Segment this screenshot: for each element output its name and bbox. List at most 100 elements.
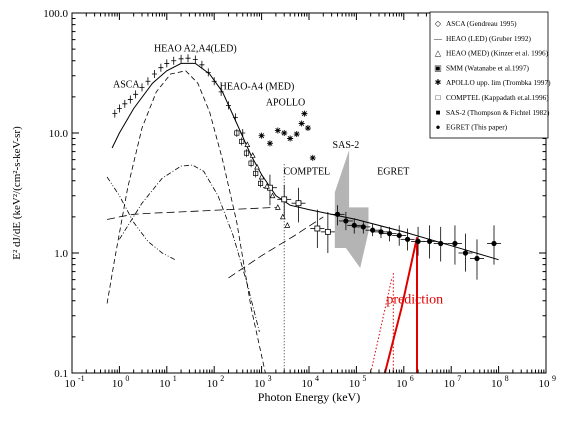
annotation-label: EGRET	[377, 167, 409, 178]
legend: ◇ ASCA (Gendreau 1995)— HEAO (LED) (Gruber…	[429, 11, 551, 139]
egret-point	[438, 240, 444, 247]
x-tick-label: 10	[444, 378, 456, 390]
curve-prediction-lines	[383, 237, 418, 374]
comptel-point	[295, 200, 302, 207]
x-tick-exponent: 7	[457, 374, 461, 383]
legend-marker: ▣	[434, 63, 442, 72]
x-tick-label: 10	[112, 378, 124, 390]
annotation-label: HEAO A2,A4(LED)	[154, 43, 237, 54]
data-markers-layer	[112, 54, 497, 262]
heao-med-point	[264, 182, 270, 189]
x-tick-label: 10	[65, 378, 77, 390]
egret-point	[462, 250, 469, 256]
x-axis-label: Photon Energy (keV)	[258, 390, 360, 404]
legend-label: HEAO (LED) (Gruber 1992)	[446, 34, 531, 43]
x-tick-exponent: 0	[125, 374, 129, 383]
heao-med-point	[244, 141, 251, 147]
heao-med-point	[269, 192, 276, 199]
heao-led-point	[211, 77, 217, 86]
y-axis-label: E² dJ/dE (keV²/(cm²-s-keV-sr)	[11, 126, 23, 260]
heao-med-point	[284, 222, 291, 228]
comptel-point	[281, 196, 288, 203]
heao-led-point	[225, 101, 231, 110]
egret-point	[386, 231, 393, 237]
annotation-label: ASCA	[113, 79, 140, 90]
x-tick-exponent: -1	[78, 374, 85, 383]
y-tick-label: 0.1	[54, 368, 68, 380]
comptel-point	[314, 225, 321, 232]
egret-point	[474, 255, 480, 262]
heao-led-point	[112, 109, 118, 118]
apollo-point	[301, 110, 308, 117]
apollo-point	[293, 131, 300, 138]
legend-marker: ◇	[435, 19, 442, 28]
heao-med-point	[279, 213, 286, 220]
egret-point	[370, 227, 376, 233]
legend-label: ASCA (Gendreau 1995)	[446, 19, 517, 28]
curve-component-5	[228, 216, 324, 279]
egret-point	[343, 218, 349, 224]
sas2-band	[334, 150, 369, 268]
annotation-label: HEAO-A4 (MED)	[220, 82, 295, 93]
heao-led-point	[218, 87, 224, 96]
x-tick-label: 10	[207, 378, 219, 390]
x-tick-label: 10	[491, 378, 503, 390]
heao-led-point	[133, 90, 139, 99]
legend-marker: □	[436, 93, 441, 102]
y-tick-label: 1.0	[54, 248, 68, 260]
x-tick-exponent: 2	[220, 374, 224, 383]
egret-point	[351, 222, 357, 228]
heao-led-point	[122, 99, 128, 108]
curve-total-model	[111, 62, 499, 261]
x-tick-exponent: 4	[315, 374, 319, 383]
heao-led-point	[171, 56, 177, 65]
legend-marker: ●	[436, 123, 441, 132]
egret-point	[334, 211, 341, 217]
heao-led-point	[151, 70, 157, 79]
legend-box	[429, 11, 549, 139]
annotation-label: APOLLO	[266, 97, 305, 108]
y-tick-label: 100.0	[43, 8, 68, 20]
egret-point	[491, 240, 497, 247]
heao-led-point	[178, 54, 184, 63]
heao-med-point	[254, 163, 260, 170]
y-tick-label: 10.0	[49, 128, 69, 140]
comptel-point	[324, 228, 331, 235]
heao-led-point	[185, 54, 191, 63]
curve-prediction-dotted-1	[370, 277, 393, 374]
heao-led-point	[139, 83, 145, 92]
x-tick-exponent: 1	[173, 374, 177, 383]
apollo-point	[298, 120, 305, 127]
legend-label: APOLLO upp. lim (Trombka 1997)	[446, 78, 551, 87]
annotations-layer: HEAO A2,A4(LED) ASCA HEAO-A4 (MED) APOLLO SA…	[113, 43, 443, 307]
apollo-point	[258, 132, 265, 139]
egret-point	[404, 236, 411, 242]
curve-component-2	[119, 164, 260, 332]
egret-point	[360, 224, 366, 230]
legend-label: EGRET (This paper)	[446, 123, 508, 132]
x-tick-exponent: 3	[268, 374, 272, 383]
heao-led-point	[240, 129, 246, 137]
x-tick-label: 10	[159, 378, 171, 390]
legend-label: SMM (Watanabe et al.1997)	[446, 63, 529, 72]
x-tick-label: 10	[254, 378, 266, 390]
model-curves-layer	[106, 62, 499, 374]
x-tick-label: 10	[349, 378, 361, 390]
legend-label: SAS-2 (Thompson & Fichtel 1982)	[446, 108, 550, 117]
heao-med-point	[274, 204, 281, 210]
x-tick-exponent: 9	[552, 374, 556, 383]
egret-point	[378, 229, 384, 235]
heao-led-point	[199, 60, 205, 69]
heao-led-point	[205, 68, 211, 77]
legend-label: COMPTEL (Kappadath et.al.1996)	[446, 93, 549, 102]
egret-point	[396, 232, 402, 239]
legend-marker: ✱	[435, 78, 442, 87]
apollo-point	[309, 154, 316, 161]
heao-med-point	[258, 173, 265, 180]
apollo-point	[274, 127, 281, 134]
heao-led-point	[232, 113, 238, 122]
heao-led-point	[116, 104, 122, 113]
legend-marker: ■	[436, 108, 441, 117]
legend-marker: —	[433, 34, 443, 43]
